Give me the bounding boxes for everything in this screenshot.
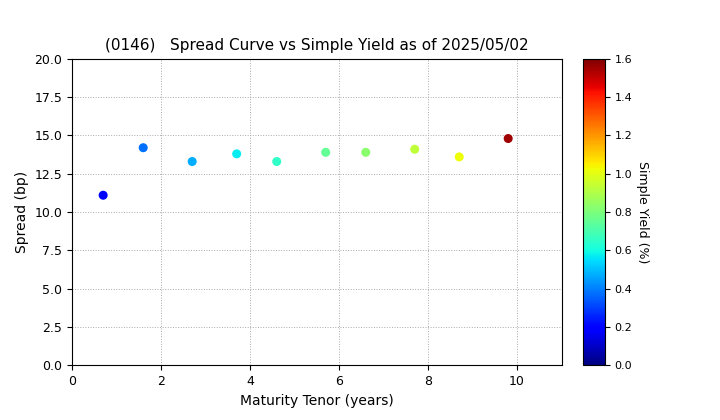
Point: [454, 154, 465, 160]
Point: [320, 149, 331, 156]
Point: [271, 158, 282, 165]
Point: [409, 146, 420, 152]
Point: [138, 144, 149, 151]
Point: [503, 135, 514, 142]
Point: [97, 192, 109, 199]
Y-axis label: Simple Yield (%): Simple Yield (%): [636, 161, 649, 263]
Y-axis label: Spread (bp): Spread (bp): [15, 171, 29, 253]
Point: [231, 150, 243, 157]
X-axis label: Maturity Tenor (years): Maturity Tenor (years): [240, 394, 394, 408]
Point: [186, 158, 198, 165]
Title: (0146)   Spread Curve vs Simple Yield as of 2025/05/02: (0146) Spread Curve vs Simple Yield as o…: [105, 39, 528, 53]
Point: [360, 149, 372, 156]
